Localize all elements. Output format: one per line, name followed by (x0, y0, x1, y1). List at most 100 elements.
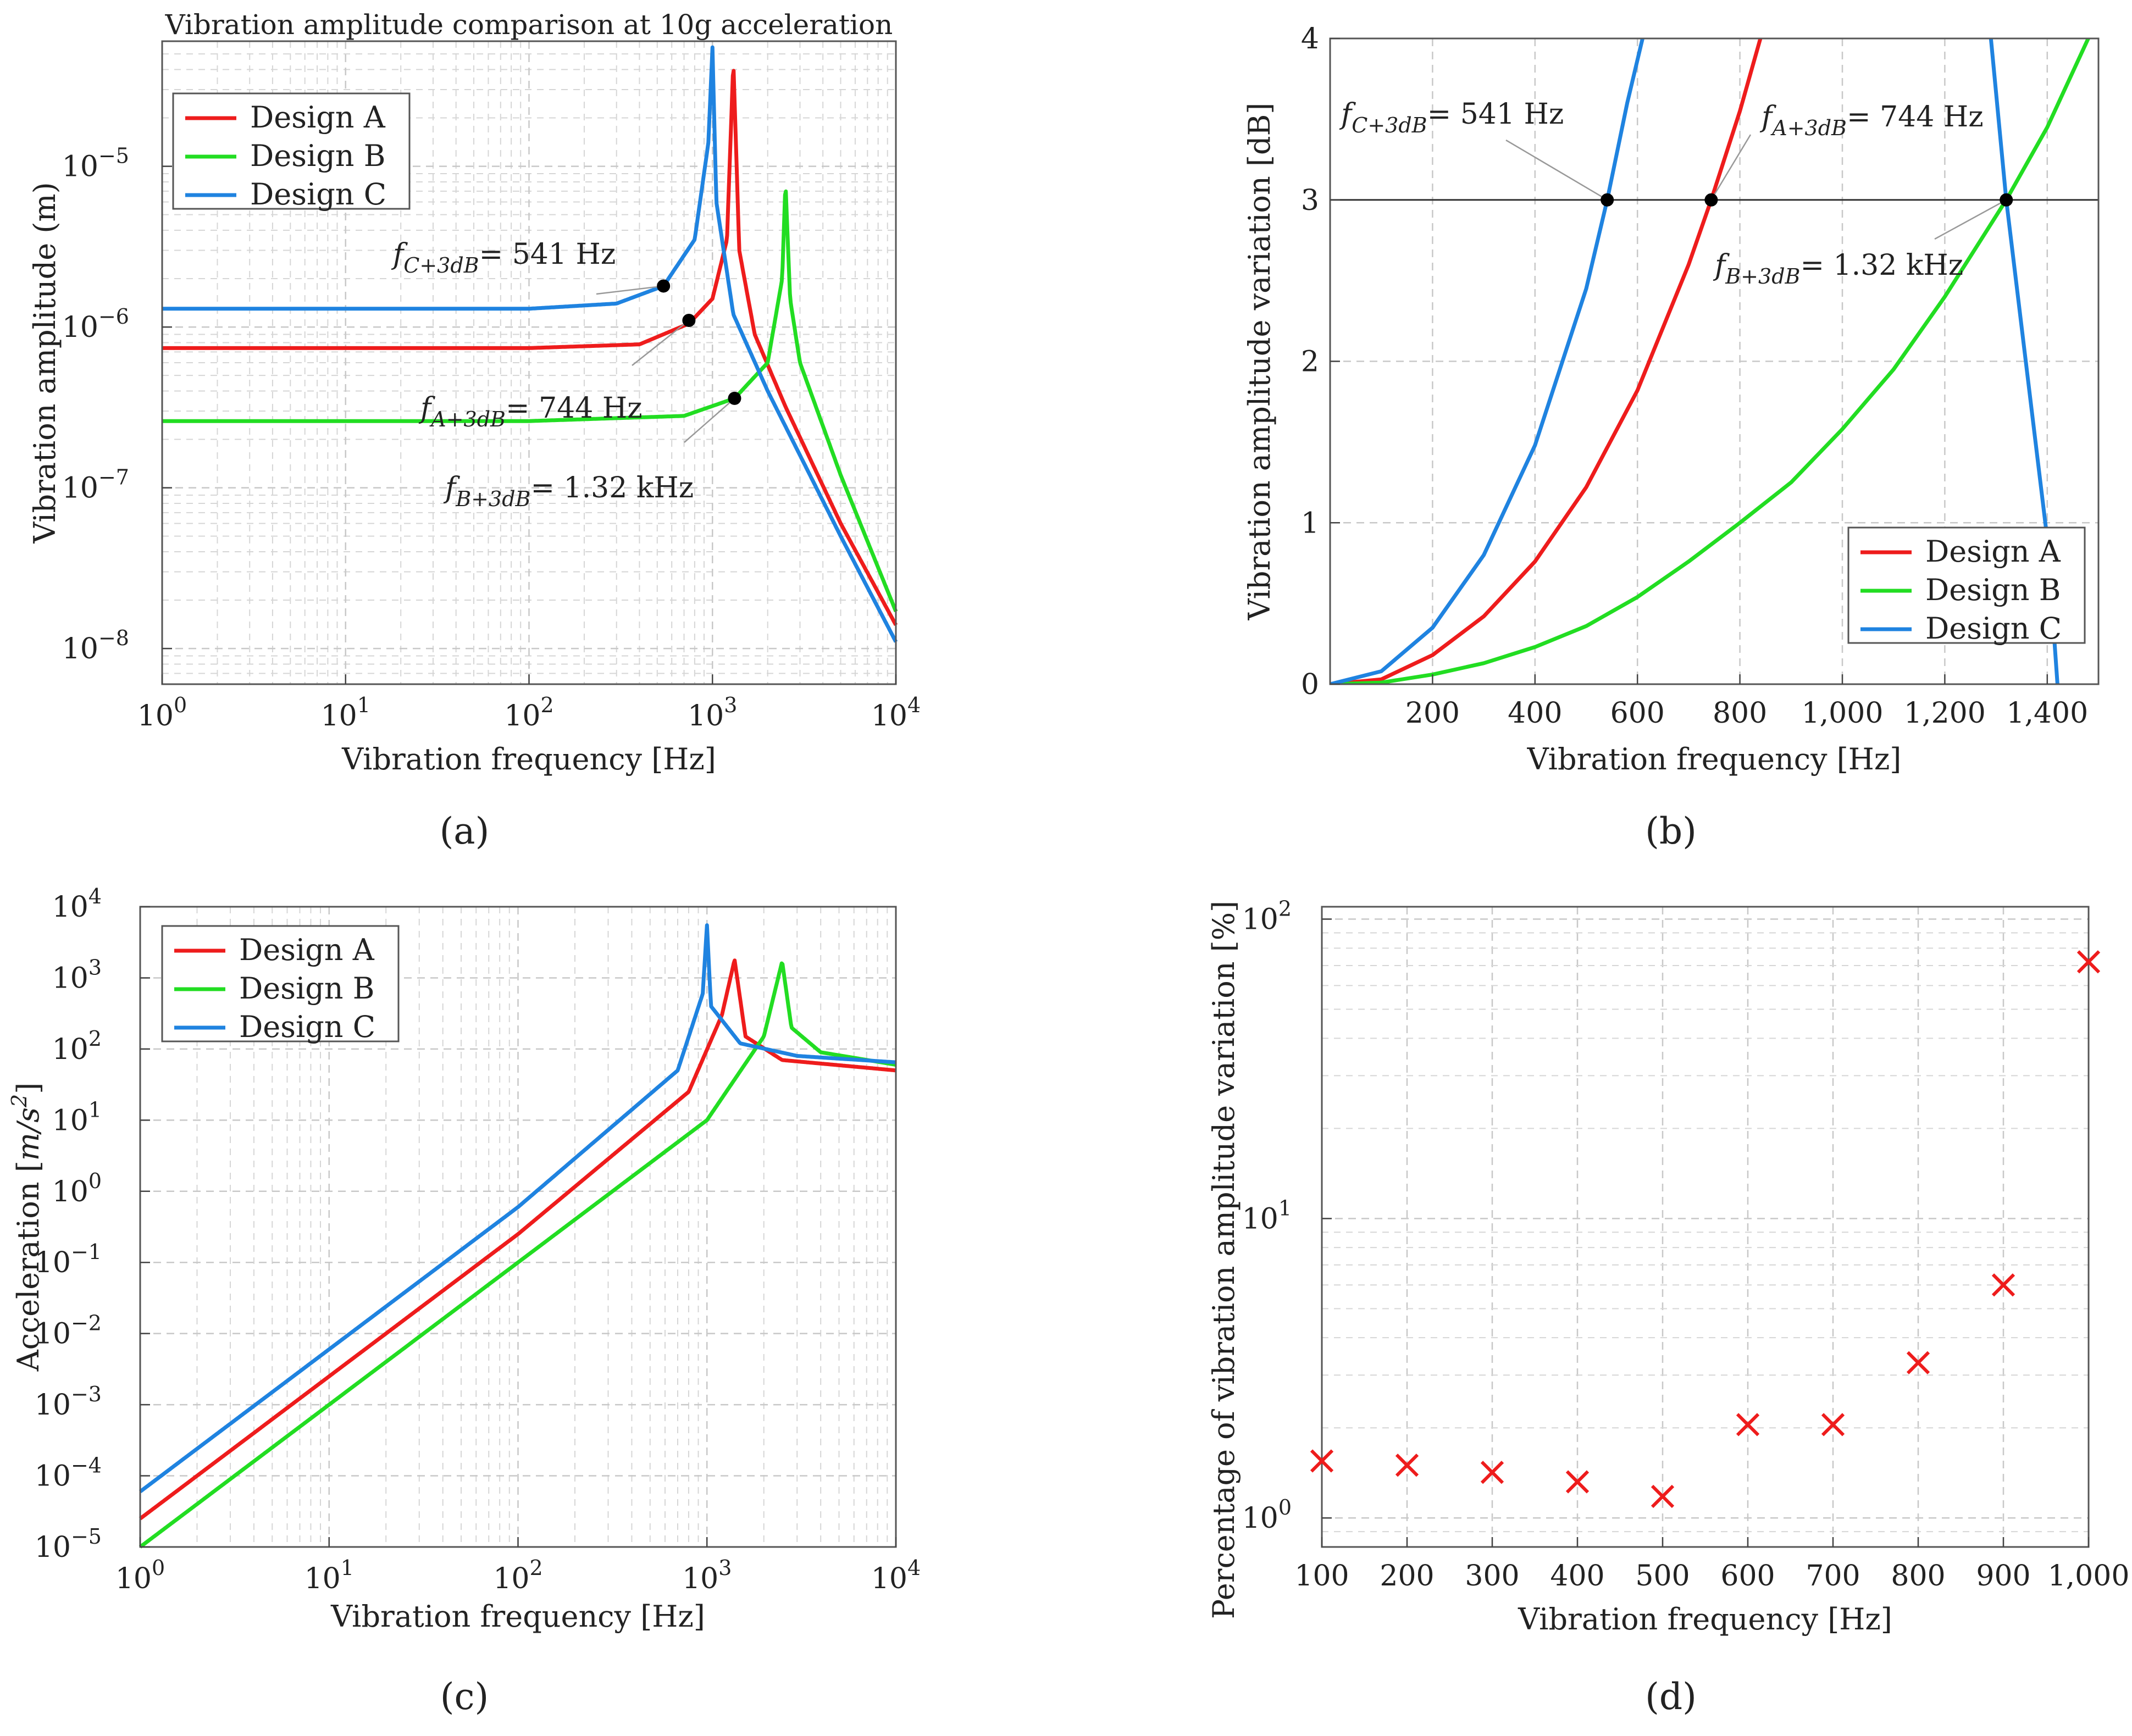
a-xlabel: Vibration frequency [Hz] (341, 742, 716, 777)
d-xtick-label: 300 (1465, 1560, 1519, 1593)
c-ytick-label: 10−4 (35, 1454, 102, 1493)
panel-d-label: (d) (1645, 1676, 1697, 1718)
b-xtick-label: 400 (1508, 697, 1562, 730)
c-xlabel: Vibration frequency [Hz] (330, 1599, 705, 1634)
a-legend-entry-2: Design B (250, 138, 385, 173)
b-legend-entry-3: Design C (1925, 611, 2062, 646)
a-marker-point (728, 391, 741, 405)
d-marker-stroke (1565, 1470, 1590, 1494)
a-series-design-c (161, 45, 898, 643)
a-xtick-label: 101 (321, 693, 370, 733)
d-marker-x (1821, 1413, 1845, 1437)
a-ytick-label: 10−8 (62, 626, 129, 665)
b-ylabel: Vibration amplitude variation [dB] (1242, 103, 1277, 621)
d-xtick-label: 400 (1550, 1560, 1604, 1593)
d-marker-stroke (1480, 1461, 1504, 1484)
d-marker-stroke (1736, 1413, 1760, 1437)
d-marker-x (1565, 1470, 1590, 1494)
d-marker-stroke (1991, 1273, 2015, 1297)
c-ytick-label: 102 (52, 1027, 102, 1066)
d-xtick-label: 900 (1976, 1560, 2030, 1593)
d-marker-x (1395, 1454, 1419, 1477)
c-ytick-label: 101 (52, 1097, 102, 1137)
d-xtick-label: 1,000 (2048, 1560, 2130, 1593)
a-xtick-label: 100 (137, 693, 187, 733)
panel-c-label: (c) (440, 1676, 489, 1718)
a-series-design-a (161, 69, 898, 626)
b-xtick-label: 1,400 (2006, 697, 2088, 730)
d-ytick-label: 100 (1242, 1495, 1292, 1535)
a-xtick-label: 104 (871, 693, 921, 733)
d-marker-x (1736, 1413, 1760, 1437)
a-ylabel: Vibration amplitude (m) (27, 182, 62, 543)
c-ylabel: Acceleration [m/s2] (7, 1083, 46, 1372)
panel-b-label: (b) (1645, 810, 1697, 852)
d-ylabel: Percentage of vibration amplitude variat… (1206, 901, 1241, 1619)
b-xtick-label: 600 (1610, 697, 1665, 730)
d-marker-stroke (1310, 1449, 1334, 1473)
d-xtick-label: 200 (1380, 1560, 1434, 1593)
a-xtick-label: 102 (504, 693, 553, 733)
c-series-design-c (139, 923, 897, 1494)
d-ytick-label: 101 (1242, 1196, 1292, 1235)
c-ytick-label: 10−1 (35, 1240, 102, 1279)
b-annot-label: fB+3dB= 1.32 kHz (1713, 249, 1963, 289)
c-legend-box (161, 925, 400, 1042)
panel-a-label: (a) (440, 810, 490, 852)
b-series-design-a (1330, 38, 1763, 684)
d-xlabel: Vibration frequency [Hz] (1518, 1602, 1892, 1637)
c-legend-entry-3: Design C (239, 1010, 375, 1044)
d-marker-x (1480, 1461, 1504, 1484)
a-annot-label: fB+3dB= 1.32 kHz (443, 472, 694, 511)
c-ytick-label: 103 (52, 955, 102, 995)
a-marker-point (657, 279, 671, 293)
b-annot-label: fA+3dB= 744 Hz (1759, 101, 1984, 140)
d-plot-frame (1321, 906, 2090, 1548)
panel-d-chart: 100 200 300 400 500 600 700 800 900 1,000 100 101 10… (1206, 897, 2129, 1637)
b-ytick-label: 0 (1301, 668, 1319, 701)
d-xtick-label: 700 (1806, 1560, 1860, 1593)
b-ytick-label: 2 (1301, 346, 1319, 379)
panel-b-chart: 200 400 600 800 1,000 1,200 1,400 0 1 2 3 4 Vibratio… (1242, 23, 2100, 777)
b-annot-leader (1934, 199, 2007, 240)
b-series-design-b (1330, 38, 2090, 684)
a-ytick-label: 10−6 (62, 304, 129, 344)
b-xtick-label: 800 (1713, 697, 1767, 730)
b-ytick-label: 4 (1301, 23, 1319, 56)
b-legend-entry-1: Design A (1925, 534, 2061, 569)
a-annot-label: fA+3dB= 744 Hz (418, 392, 643, 431)
b-annot-leader (1505, 139, 1608, 201)
d-marker-x (1991, 1273, 2015, 1297)
c-ytick-label: 10−2 (35, 1311, 102, 1351)
b-marker-point (1704, 193, 1718, 207)
b-legend-entry-2: Design B (1925, 573, 2061, 607)
c-ytick-label: 10−3 (35, 1382, 102, 1422)
d-marker-x (2076, 950, 2101, 974)
d-marker-stroke (1906, 1351, 1930, 1374)
c-ytick-label: 100 (52, 1169, 102, 1208)
a-marker-point (682, 314, 696, 328)
c-xtick-label: 103 (682, 1556, 732, 1595)
d-marker-stroke (2076, 950, 2101, 974)
a-annot-leader (684, 397, 735, 443)
c-ytick-label: 10−5 (35, 1524, 102, 1564)
a-legend-entry-3: Design C (250, 177, 386, 212)
d-xtick-label: 800 (1891, 1560, 1945, 1593)
c-ytick-label: 104 (52, 884, 102, 924)
d-xtick-label: 600 (1720, 1560, 1775, 1593)
a-annot-label: fC+3dB= 541 Hz (391, 238, 616, 278)
d-ytick-label: 102 (1242, 897, 1292, 936)
d-marker-stroke (1821, 1413, 1845, 1437)
c-xtick-label: 104 (871, 1556, 921, 1595)
panel-a-chart: 100 101 102 103 10410−810−710−610−5Vibration… (27, 9, 921, 777)
b-marker-point (2000, 193, 2013, 207)
d-xtick-label: 500 (1635, 1560, 1690, 1593)
b-xtick-label: 200 (1405, 697, 1460, 730)
d-xtick-label: 100 (1294, 1560, 1349, 1593)
b-xtick-label: 1,000 (1802, 697, 1884, 730)
b-annot-leader (1710, 134, 1752, 201)
a-series-design-b (161, 189, 898, 613)
c-series-design-b (139, 961, 897, 1549)
panel-c-chart: 100 101 102 103 104 10−5 10−4 10−3 10−2 10−1 100 10… (7, 884, 921, 1634)
